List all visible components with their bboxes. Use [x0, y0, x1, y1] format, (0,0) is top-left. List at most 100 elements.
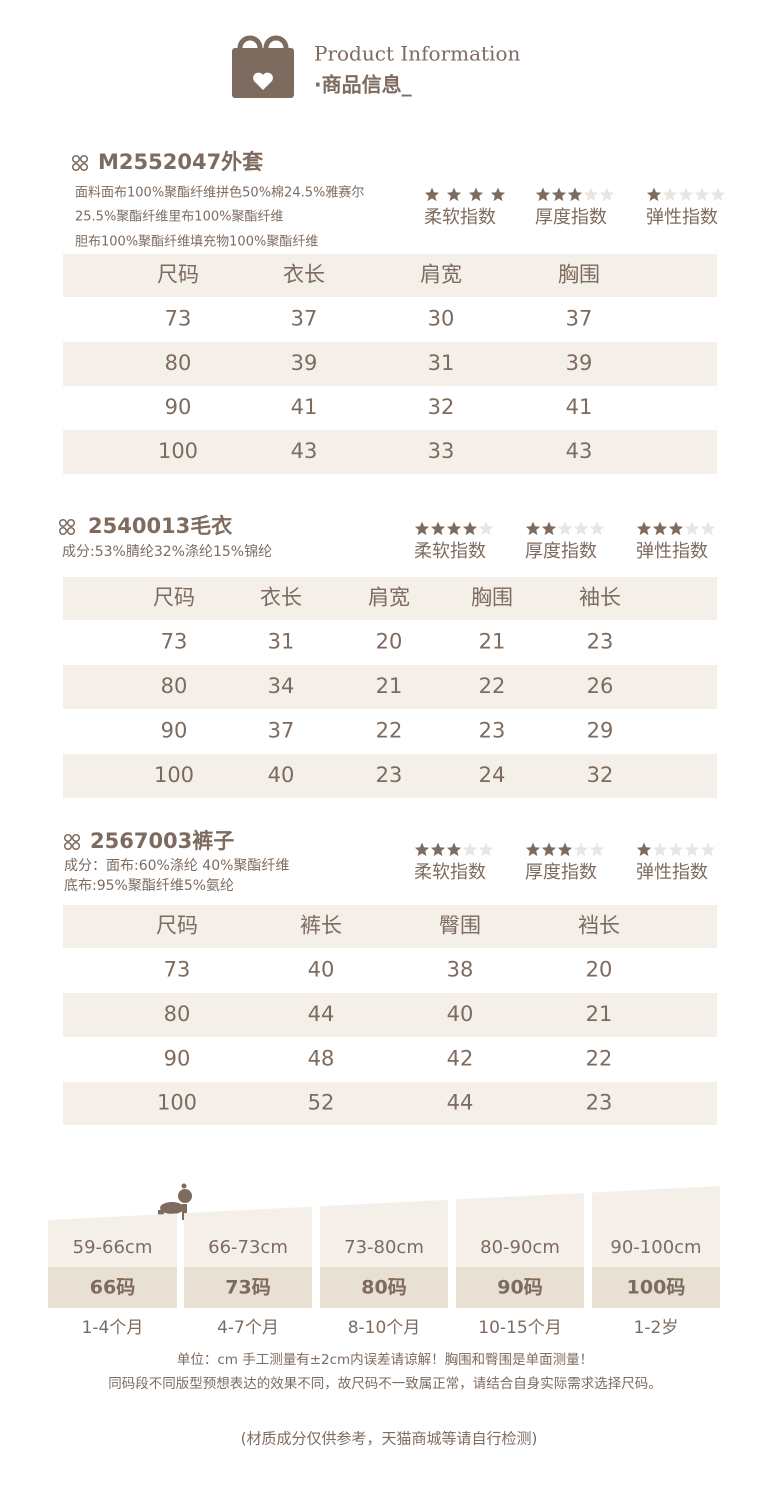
composition: 25.5%聚酯纤维里布100%聚酯纤维 [75, 210, 283, 225]
table-cell: 48 [308, 1047, 335, 1071]
size-box [48, 1213, 177, 1267]
star-empty [589, 842, 605, 857]
star-empty [678, 187, 694, 202]
header-icon [232, 35, 294, 98]
header-title-en: Product Information [314, 42, 520, 66]
table-cell: 37 [268, 719, 295, 743]
star-empty [478, 842, 494, 857]
size-code: 73码 [225, 1277, 270, 1299]
table-cell: 40 [447, 1002, 474, 1026]
table-cell: 37 [291, 307, 318, 331]
table-cell: 42 [447, 1047, 474, 1071]
title-icon [79, 162, 89, 172]
title-icon [71, 162, 81, 172]
size-range: 90-100cm [610, 1237, 701, 1258]
table-header-bg [63, 577, 717, 620]
table-cell: 41 [291, 395, 318, 419]
table-row-bg [63, 430, 717, 474]
table-cell: 20 [376, 630, 403, 654]
table-cell: 80 [165, 351, 192, 375]
table-cell: 40 [308, 958, 335, 982]
size-code-band [456, 1267, 584, 1308]
table-cell: 21 [479, 630, 506, 654]
title-icon [71, 841, 81, 851]
table-row-bg [63, 665, 717, 709]
table-row-bg [63, 993, 717, 1037]
star-filled [490, 187, 506, 202]
star-filled [446, 521, 462, 536]
star-empty [573, 842, 589, 857]
table-header-cell: 肩宽 [420, 263, 462, 287]
table-cell: 100 [154, 763, 194, 787]
rating-label: 弹性指数 [636, 541, 708, 562]
star-empty [694, 187, 710, 202]
star-empty [652, 842, 668, 857]
star-filled [414, 521, 430, 536]
table-cell: 32 [428, 395, 455, 419]
table-cell: 44 [447, 1091, 474, 1115]
title-icon [66, 518, 76, 528]
table-cell: 43 [291, 439, 318, 463]
star-filled [557, 842, 573, 857]
size-age: 1-4个月 [82, 1318, 144, 1338]
star-empty [589, 521, 605, 536]
table-cell: 90 [165, 395, 192, 419]
table-row-bg [63, 754, 717, 798]
star-empty [573, 521, 589, 536]
table-header-cell: 衣长 [283, 263, 325, 287]
table-cell: 20 [586, 958, 613, 982]
table-header-cell: 胸围 [471, 586, 513, 610]
size-age: 1-2岁 [634, 1318, 679, 1338]
table-cell: 44 [308, 1002, 335, 1026]
star-filled [652, 521, 668, 536]
star-empty [462, 842, 478, 857]
header-title-cn: ·商品信息_ [314, 73, 412, 97]
table-cell: 22 [479, 674, 506, 698]
table-header-cell: 胸围 [558, 263, 600, 287]
star-filled [430, 842, 446, 857]
table-row-bg [63, 1082, 717, 1125]
star-filled [636, 521, 652, 536]
product-title: 2540013毛衣 [88, 514, 232, 538]
star-empty [583, 187, 599, 202]
table-cell: 23 [376, 763, 403, 787]
table-cell: 34 [268, 674, 295, 698]
table-header-cell: 裤长 [300, 914, 342, 938]
composition: 底布:95%聚酯纤维5%氨纶 [64, 878, 234, 894]
size-code-band [320, 1267, 448, 1308]
star-filled [646, 187, 662, 202]
table-cell: 100 [157, 1091, 197, 1115]
table-cell: 43 [566, 439, 593, 463]
star-empty [684, 842, 700, 857]
table-cell: 100 [158, 439, 198, 463]
table-cell: 41 [566, 395, 593, 419]
star-filled [541, 521, 557, 536]
star-empty [662, 187, 678, 202]
size-code: 80码 [361, 1277, 406, 1299]
star-filled [414, 842, 430, 857]
title-icon [66, 526, 76, 536]
table-cell: 39 [291, 351, 318, 375]
table-cell: 90 [164, 1047, 191, 1071]
size-box [320, 1199, 448, 1267]
size-age: 8-10个月 [348, 1318, 421, 1338]
rating-label: 弹性指数 [636, 862, 708, 883]
size-code-band [592, 1267, 720, 1308]
table-header-bg [63, 905, 717, 948]
rating-label: 弹性指数 [646, 207, 718, 228]
table-cell: 31 [268, 630, 295, 654]
star-empty [668, 842, 684, 857]
star-filled [525, 842, 541, 857]
star-empty [599, 187, 615, 202]
star-empty [557, 521, 573, 536]
table-cell: 22 [376, 719, 403, 743]
table-cell: 30 [428, 307, 455, 331]
table-cell: 29 [587, 719, 614, 743]
star-filled [535, 187, 551, 202]
product-title: 2567003裤子 [90, 829, 234, 853]
size-range: 73-80cm [344, 1237, 424, 1258]
rating-label: 柔软指数 [414, 862, 486, 883]
star-filled [430, 521, 446, 536]
size-code: 100码 [627, 1277, 686, 1299]
star-empty [478, 521, 494, 536]
